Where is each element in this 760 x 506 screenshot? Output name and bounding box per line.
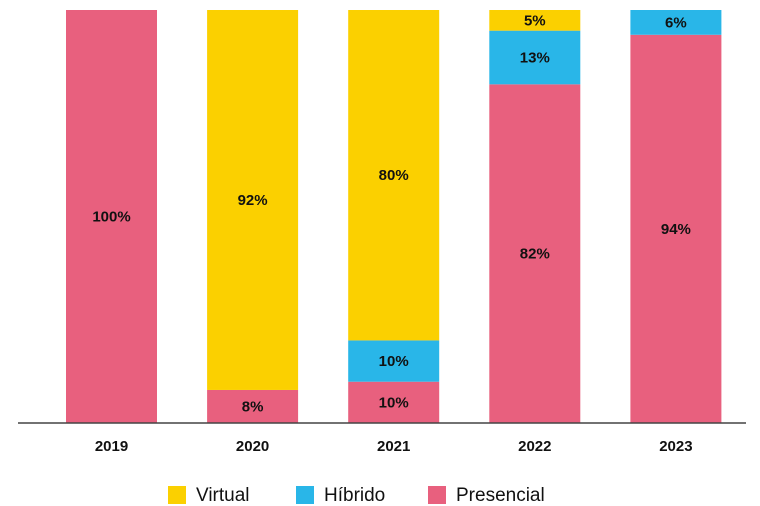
bar-segment [630, 10, 722, 35]
value-label: 10% [379, 394, 409, 411]
bar-segment [348, 340, 440, 382]
bar-segment [207, 10, 299, 390]
bar-segment [207, 389, 299, 423]
bar-segment [630, 34, 722, 423]
x-tick-label: 2022 [518, 438, 551, 455]
bar-segment [489, 10, 581, 31]
value-label: 100% [92, 208, 130, 225]
legend-label: Virtual [196, 485, 250, 506]
legend-label: Presencial [456, 485, 545, 506]
legend-swatch [296, 486, 314, 504]
x-tick-label: 2019 [95, 438, 128, 455]
value-label: 80% [379, 167, 409, 184]
value-label: 94% [661, 221, 691, 238]
value-label: 10% [379, 353, 409, 370]
x-tick-label: 2021 [377, 438, 410, 455]
bar-segment [489, 84, 581, 423]
value-label: 8% [242, 398, 264, 415]
value-label: 82% [520, 246, 550, 263]
value-label: 13% [520, 49, 550, 66]
bar-segment [66, 10, 157, 423]
value-label: 92% [238, 192, 268, 209]
bar-segment [348, 381, 440, 423]
legend-label: Híbrido [324, 485, 385, 506]
x-tick-label: 2023 [659, 438, 692, 455]
legend-swatch [168, 486, 186, 504]
value-label: 6% [665, 14, 687, 31]
value-label: 5% [524, 12, 546, 29]
x-tick-label: 2020 [236, 438, 269, 455]
bar-segment [348, 10, 440, 341]
legend-swatch [428, 486, 446, 504]
bar-segment [489, 30, 581, 85]
